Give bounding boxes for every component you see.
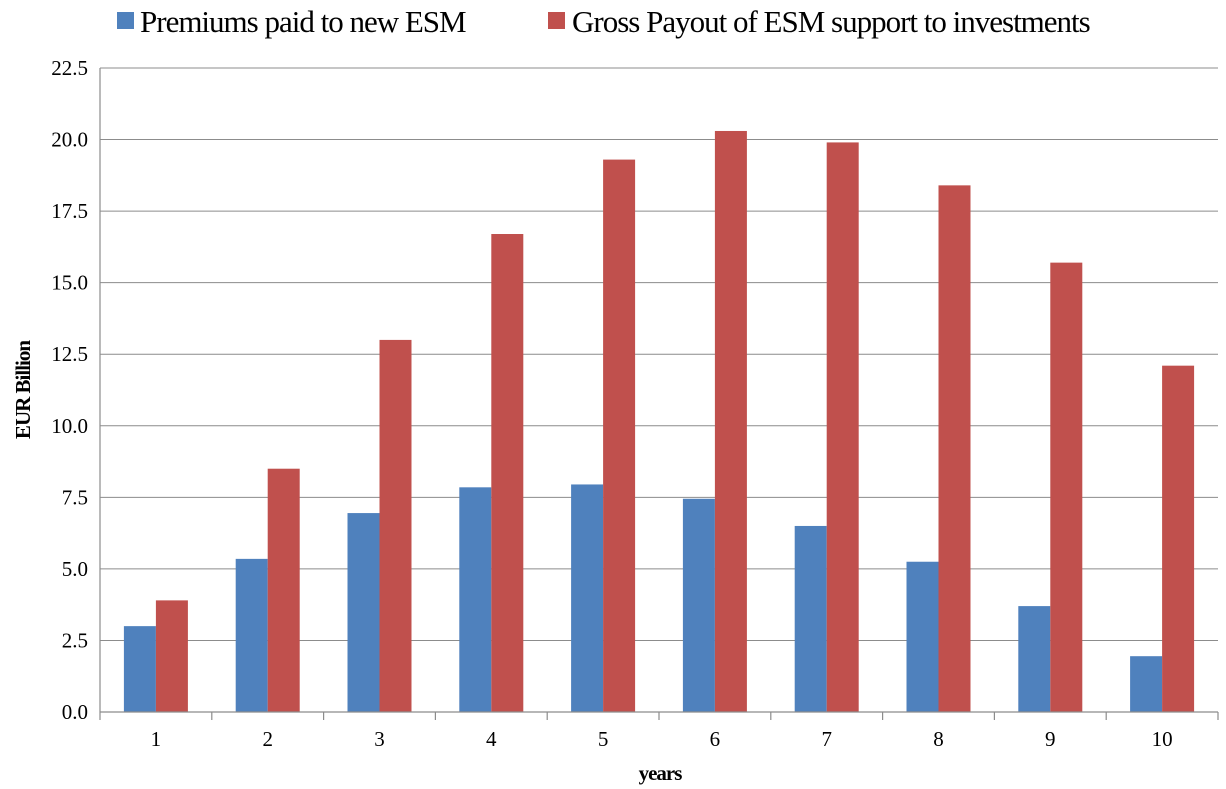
x-tick-label: 3 [374, 727, 385, 751]
y-tick-label: 17.5 [51, 199, 88, 223]
bar-gross-payout [1050, 262, 1083, 712]
y-tick-label: 0.0 [62, 700, 88, 724]
x-tick-label: 8 [933, 727, 944, 751]
legend-label-gross-payout: Gross Payout of ESM support to investmen… [572, 4, 1090, 39]
y-axis-title: EUR Billion [11, 340, 35, 439]
x-tick-label: 4 [486, 727, 497, 751]
bar-gross-payout [938, 185, 971, 713]
legend-label-premiums: Premiums paid to new ESM [140, 4, 466, 39]
bar-premiums [794, 525, 827, 712]
bar-premiums [906, 561, 939, 712]
bar-premiums [347, 513, 380, 712]
y-tick-label: 2.5 [62, 628, 88, 652]
x-tick-label: 10 [1152, 727, 1173, 751]
bar-gross-payout [155, 600, 188, 712]
bar-premiums [571, 484, 604, 712]
bar-premiums [235, 558, 268, 712]
y-tick-label: 15.0 [51, 271, 88, 295]
bar-gross-payout [267, 468, 300, 712]
legend-swatch-gross-payout [548, 12, 565, 29]
y-tick-label: 22.5 [51, 56, 88, 80]
bar-gross-payout [491, 234, 524, 712]
x-tick-label: 6 [710, 727, 721, 751]
legend: Premiums paid to new ESM Gross Payout of… [117, 4, 1091, 39]
x-axis-title: years [639, 761, 683, 785]
x-tick-label: 1 [151, 727, 162, 751]
bar-gross-payout [1162, 365, 1195, 712]
y-tick-label: 10.0 [51, 414, 88, 438]
bar-gross-payout [603, 159, 636, 712]
y-tick-label: 7.5 [62, 485, 88, 509]
bar-gross-payout [714, 130, 747, 713]
bars [123, 130, 1195, 713]
axes [99, 68, 1219, 720]
y-tick-label: 20.0 [51, 128, 88, 152]
x-tick-label: 9 [1045, 727, 1056, 751]
bar-premiums [1130, 656, 1163, 712]
bar-premiums [459, 487, 492, 712]
legend-swatch-premiums [117, 12, 134, 29]
bar-premiums [1018, 606, 1051, 712]
bar-gross-payout [379, 339, 412, 712]
y-tick-label: 5.0 [62, 557, 88, 581]
bar-premiums [682, 498, 715, 712]
x-tick-labels: 1 2 3 4 5 6 7 8 9 10 [151, 727, 1173, 751]
bar-gross-payout [826, 142, 859, 712]
y-tick-labels: 0.0 2.5 5.0 7.5 10.0 12.5 15.0 17.5 20.0 22.5 [51, 56, 88, 724]
x-tick-label: 7 [821, 727, 832, 751]
y-tick-label: 12.5 [51, 342, 88, 366]
x-tick-label: 5 [598, 727, 609, 751]
x-tick-label: 2 [262, 727, 273, 751]
bar-premiums [123, 626, 156, 712]
